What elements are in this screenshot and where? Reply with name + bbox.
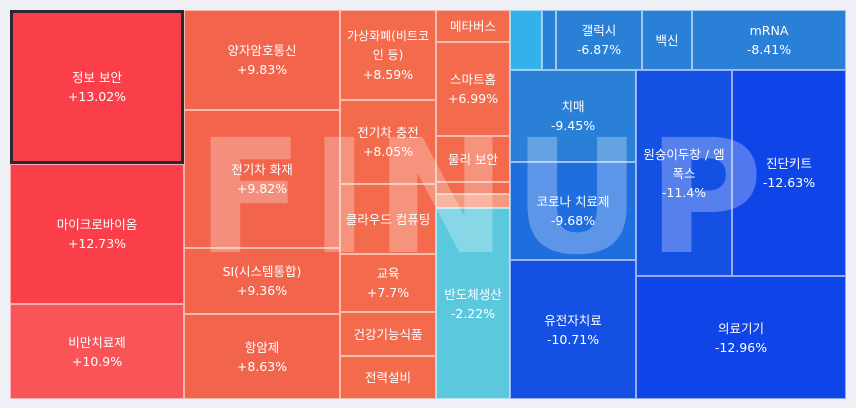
tile-name: 양자암호통신 — [227, 43, 297, 58]
tile-name: 가상화폐(비트코인 등) — [347, 28, 429, 62]
tile-change: +9.82% — [236, 181, 288, 196]
tile-name: 치매 — [561, 99, 585, 114]
tile-microbiome[interactable]: 마이크로바이옴 +12.73% — [10, 164, 184, 304]
tile-change: -9.45% — [550, 118, 596, 133]
tile-change: -11.4% — [661, 184, 707, 200]
tile-change: -12.96% — [714, 339, 768, 355]
tile-ev-fire[interactable]: 전기차 화재 +9.82% — [184, 110, 340, 248]
tile-change: +13.02% — [67, 89, 127, 104]
tile-monkeypox[interactable]: 원숭이두창 / 엠폭스 -11.4% — [636, 70, 732, 276]
tile-name: 전력설비 — [364, 370, 411, 385]
tile-name: 진단키트 — [765, 156, 812, 171]
tile-obesity-drug[interactable]: 비만치료제 +10.9% — [10, 304, 184, 399]
tile-system-integration[interactable]: SI(시스템통합) +9.36% — [184, 248, 340, 314]
tile-change: -9.68% — [550, 213, 596, 228]
tile-info-security[interactable]: 정보 보안 +13.02% — [10, 10, 184, 164]
tile-change: +6.99% — [447, 91, 499, 106]
tile-physical-security[interactable]: 물리 보안 — [436, 136, 510, 182]
tile-anticancer[interactable]: 항암제 +8.63% — [184, 314, 340, 399]
tile-change: +9.36% — [236, 283, 288, 298]
tile-change: -2.22% — [450, 305, 496, 321]
tile-name: 메타버스 — [449, 18, 496, 34]
tile-name: 건강기능식품 — [353, 326, 423, 342]
tile-name: mRNA — [749, 23, 789, 38]
tile-change: -12.63% — [762, 175, 816, 190]
tile-name: 원숭이두창 / 엠폭스 — [643, 146, 725, 181]
tile-name: 전기차 충전 — [357, 125, 419, 140]
tile-name: 클라우드 컴퓨팅 — [345, 211, 431, 227]
tile-change: +7.7% — [366, 285, 410, 300]
tile-name: SI(시스템통합) — [222, 264, 302, 279]
tile-change: +8.05% — [362, 144, 414, 159]
tile-change: +12.73% — [67, 236, 127, 251]
tile-change: -6.87% — [576, 42, 622, 57]
tile-ev-charging[interactable]: 전기차 충전 +8.05% — [340, 100, 436, 184]
tile-change: +9.83% — [236, 62, 288, 77]
tile-small-4[interactable] — [542, 10, 556, 70]
tile-name: 교육 — [376, 266, 400, 281]
tile-small-2[interactable] — [436, 194, 510, 208]
tile-small-3[interactable] — [510, 10, 542, 70]
tile-name: 의료기기 — [717, 320, 764, 336]
tile-name: 물리 보안 — [448, 151, 498, 167]
tile-cloud-computing[interactable]: 클라우드 컴퓨팅 — [340, 184, 436, 254]
tile-vaccine[interactable]: 백신 — [642, 10, 692, 70]
tile-name: 스마트홈 — [449, 72, 496, 87]
tile-name: 비만치료제 — [68, 334, 126, 350]
tile-name: 백신 — [655, 32, 679, 48]
tile-name: 갤럭시 — [581, 23, 617, 38]
tile-metaverse[interactable]: 메타버스 — [436, 10, 510, 42]
tile-small-1[interactable] — [436, 182, 510, 194]
tile-name: 마이크로바이옴 — [56, 217, 138, 232]
tile-galaxy[interactable]: 갤럭시 -6.87% — [556, 10, 642, 70]
tile-covid-treatment[interactable]: 코로나 치료제 -9.68% — [510, 162, 636, 260]
tile-diagnostic-kit[interactable]: 진단키트 -12.63% — [732, 70, 846, 276]
tile-name: 전기차 화재 — [231, 162, 293, 177]
tile-mrna[interactable]: mRNA -8.41% — [692, 10, 846, 70]
tile-change: +10.9% — [71, 353, 123, 369]
tile-name: 유전자치료 — [544, 312, 602, 328]
tile-change: -8.41% — [746, 42, 792, 57]
tile-dementia[interactable]: 치매 -9.45% — [510, 70, 636, 162]
tile-change: +8.59% — [362, 66, 414, 82]
tile-gene-therapy[interactable]: 유전자치료 -10.71% — [510, 260, 636, 399]
tile-quantum-crypto[interactable]: 양자암호통신 +9.83% — [184, 10, 340, 110]
tile-change: +8.63% — [236, 358, 288, 374]
tile-health-supplement[interactable]: 건강기능식품 — [340, 312, 436, 356]
tile-smart-home[interactable]: 스마트홈 +6.99% — [436, 42, 510, 136]
tile-crypto[interactable]: 가상화폐(비트코인 등) +8.59% — [340, 10, 436, 100]
tile-name: 항암제 — [244, 339, 280, 355]
tile-name: 정보 보안 — [72, 70, 122, 85]
tile-name: 반도체생산 — [444, 286, 502, 302]
tile-semiconductor-production[interactable]: 반도체생산 -2.22% — [436, 208, 510, 399]
tile-medical-devices[interactable]: 의료기기 -12.96% — [636, 276, 846, 399]
tile-power-equipment[interactable]: 전력설비 — [340, 356, 436, 399]
tile-education[interactable]: 교육 +7.7% — [340, 254, 436, 312]
tile-name: 코로나 치료제 — [536, 194, 610, 209]
tile-change: -10.71% — [546, 331, 600, 347]
